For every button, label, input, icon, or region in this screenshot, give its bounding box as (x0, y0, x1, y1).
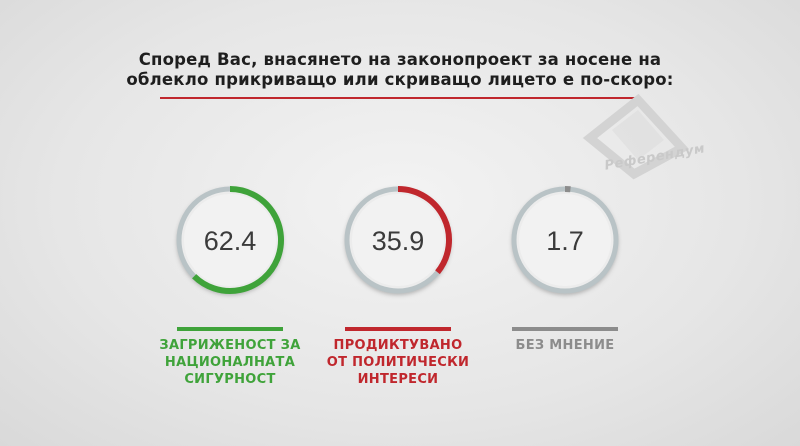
donut-inner (352, 194, 444, 286)
category-label: ЗАГРИЖЕНОСТ ЗА НАЦИОНАЛНАТА СИГУРНОСТ (155, 337, 305, 388)
label-bar (345, 327, 451, 331)
title-underline (160, 97, 638, 99)
title-line-1: Според Вас, внасянето на законопроект за… (138, 50, 662, 69)
category-label-line: ЗАГРИЖЕНОСТ ЗА (159, 338, 301, 353)
category-label: ПРОДИКТУВАНО ОТ ПОЛИТИЧЕСКИ ИНТЕРЕСИ (323, 337, 473, 388)
donut-arc (192, 186, 284, 294)
title-line-2: облекло прикриващо или скриващо лицето е… (126, 70, 674, 89)
category-label-line: НАЦИОНАЛНАТА (164, 355, 296, 370)
donut-3: 1.7 (511, 186, 619, 294)
donut-1: 62.4 (176, 186, 284, 294)
category-label-line: СИГУРНОСТ (184, 372, 276, 387)
value-label: 35.9 (372, 226, 425, 256)
value-label: 1.7 (546, 226, 584, 256)
referendum-logo-icon (582, 93, 690, 180)
donut-inner (519, 194, 611, 286)
category-label: БЕЗ МНЕНИЕ (490, 337, 640, 354)
donut-2: 35.9 (344, 186, 452, 294)
label-bar (177, 327, 283, 331)
label-bar (512, 327, 618, 331)
category-label-line: ОТ ПОЛИТИЧЕСКИ (326, 355, 470, 370)
category-label-line: ИНТЕРЕСИ (357, 372, 439, 387)
category-label-line: ПРОДИКТУВАНО (333, 338, 463, 353)
value-label: 62.4 (204, 226, 257, 256)
chart-title: Според Вас, внасянето на законопроект за… (0, 50, 800, 90)
donut-arc (397, 186, 452, 275)
donut-inner (184, 194, 276, 286)
category-label-line: БЕЗ МНЕНИЕ (515, 338, 615, 353)
